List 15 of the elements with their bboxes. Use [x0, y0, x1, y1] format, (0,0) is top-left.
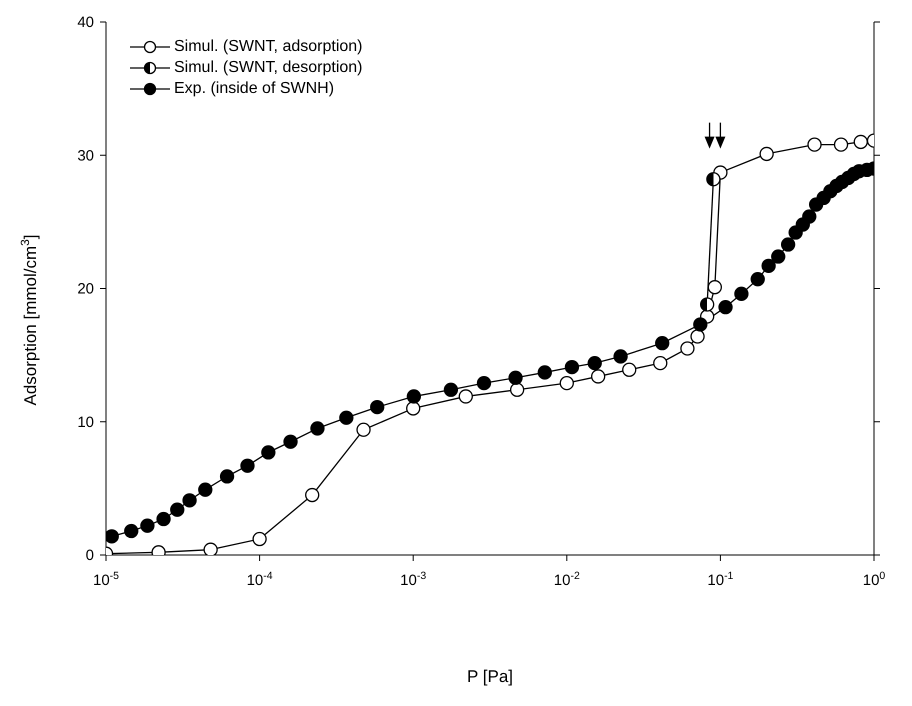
x-tick-label: 10$^{-2}$	[554, 570, 580, 589]
x-tick-label: 10$^{-4}$	[246, 570, 273, 589]
legend-label: Simul. (SWNT, desorption)	[174, 58, 362, 76]
y-tick-label: 20	[77, 280, 94, 298]
y-tick-label: 30	[77, 147, 94, 164]
legend-label: Simul. (SWNT, adsorption)	[174, 38, 362, 56]
legend-label: Exp. (inside of SWNH)	[174, 80, 334, 98]
y-tick-label: 10	[77, 414, 94, 431]
x-tick-label: 10$^{-5}$	[92, 570, 120, 589]
x-tick-label: 10$^{0}$	[862, 570, 886, 589]
x-axis-title: P [Pa]	[467, 667, 513, 686]
x-tick-label: 10$^{-3}$	[400, 570, 426, 589]
y-tick-label: 0	[86, 547, 94, 564]
y-tick-label: 40	[77, 14, 94, 31]
x-tick-label: 10$^{-1}$	[707, 570, 734, 589]
